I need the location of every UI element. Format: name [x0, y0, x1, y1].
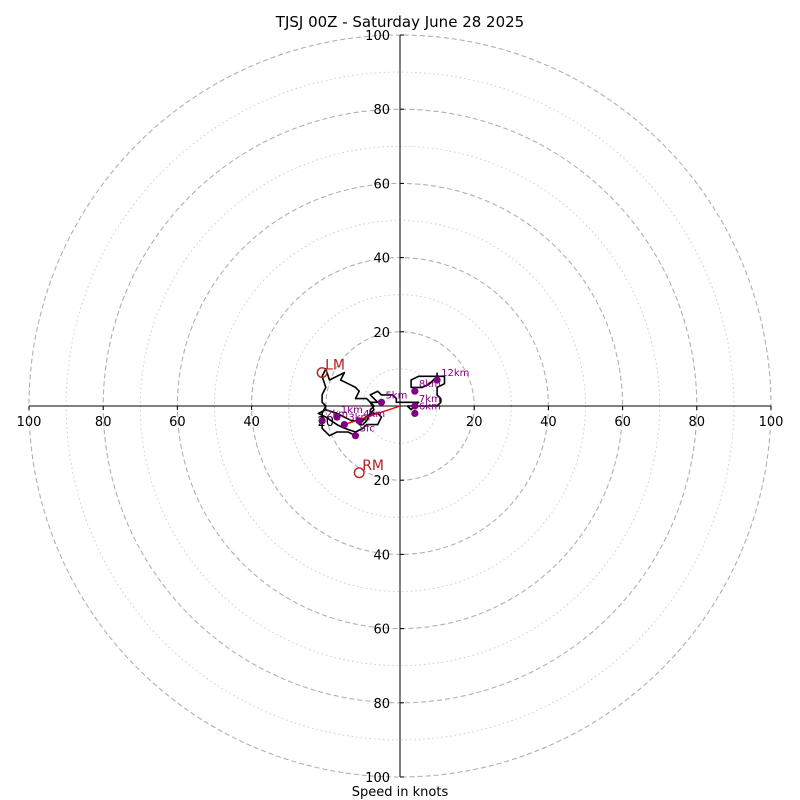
y-tick-label: 20 [373, 474, 390, 489]
x-tick-label: 80 [95, 415, 112, 430]
x-tick-label: 100 [17, 415, 42, 430]
y-tick-label: 20 [373, 326, 390, 341]
chart-title: TJSJ 00Z - Saturday June 28 2025 [275, 13, 524, 31]
x-tick-label: 40 [540, 415, 557, 430]
height-label-12km: 12km [441, 368, 469, 379]
height-label-6km: 6km [419, 401, 441, 412]
height-label-sfc: Sfc [359, 424, 374, 435]
x-tick-label: 80 [689, 415, 706, 430]
storm-motion-label-lm: LM [325, 358, 345, 374]
height-marker-8km [411, 387, 419, 395]
y-tick-label: 40 [373, 252, 390, 267]
x-tick-label: 20 [466, 415, 483, 430]
storm-motion-markers: LM RM [316, 358, 384, 479]
height-marker-12km [433, 376, 441, 384]
storm-motion-label-rm: RM [362, 458, 384, 474]
height-marker-2km [318, 417, 326, 425]
y-tick-label: 60 [373, 177, 390, 192]
height-label-8km: 8km [419, 379, 441, 390]
height-marker-3km [340, 420, 348, 429]
height-label-2km: 2km [326, 409, 348, 420]
shear-vector-line [344, 405, 401, 426]
storm-motion-lm [316, 367, 328, 379]
x-axis-label: Speed in knots [352, 785, 449, 800]
height-markers: Sfc1km2km3km4km5km6km7km8km12km [318, 368, 469, 440]
height-label-1km: 1km [341, 405, 363, 416]
y-tick-label: 80 [373, 697, 390, 712]
height-marker-4km [355, 417, 363, 425]
hodograph-trace-layer [317, 368, 446, 437]
y-tick-label: 40 [373, 548, 390, 563]
height-label-7km: 7km [419, 394, 441, 405]
y-tick-label: 80 [373, 103, 390, 118]
y-tick-label: 60 [373, 623, 390, 638]
height-label-5km: 5km [385, 390, 407, 401]
height-marker-sfc [351, 432, 360, 440]
y-tick-label: 100 [365, 771, 390, 786]
x-tick-label: 60 [614, 415, 631, 430]
axes: 100 80 60 40 20 20 40 60 80 100100806040202040608… [17, 29, 784, 786]
y-tick-label: 100 [365, 29, 390, 44]
height-marker-5km [377, 398, 386, 406]
height-label-4km: 4km [363, 409, 385, 420]
x-tick-label: 100 [759, 415, 784, 430]
height-marker-6km [411, 409, 419, 418]
x-tick-label: 40 [243, 415, 260, 430]
storm-motion-rm [353, 467, 365, 479]
x-tick-label: 60 [169, 415, 186, 430]
height-marker-7km [411, 402, 419, 410]
height-marker-1km [333, 413, 341, 421]
